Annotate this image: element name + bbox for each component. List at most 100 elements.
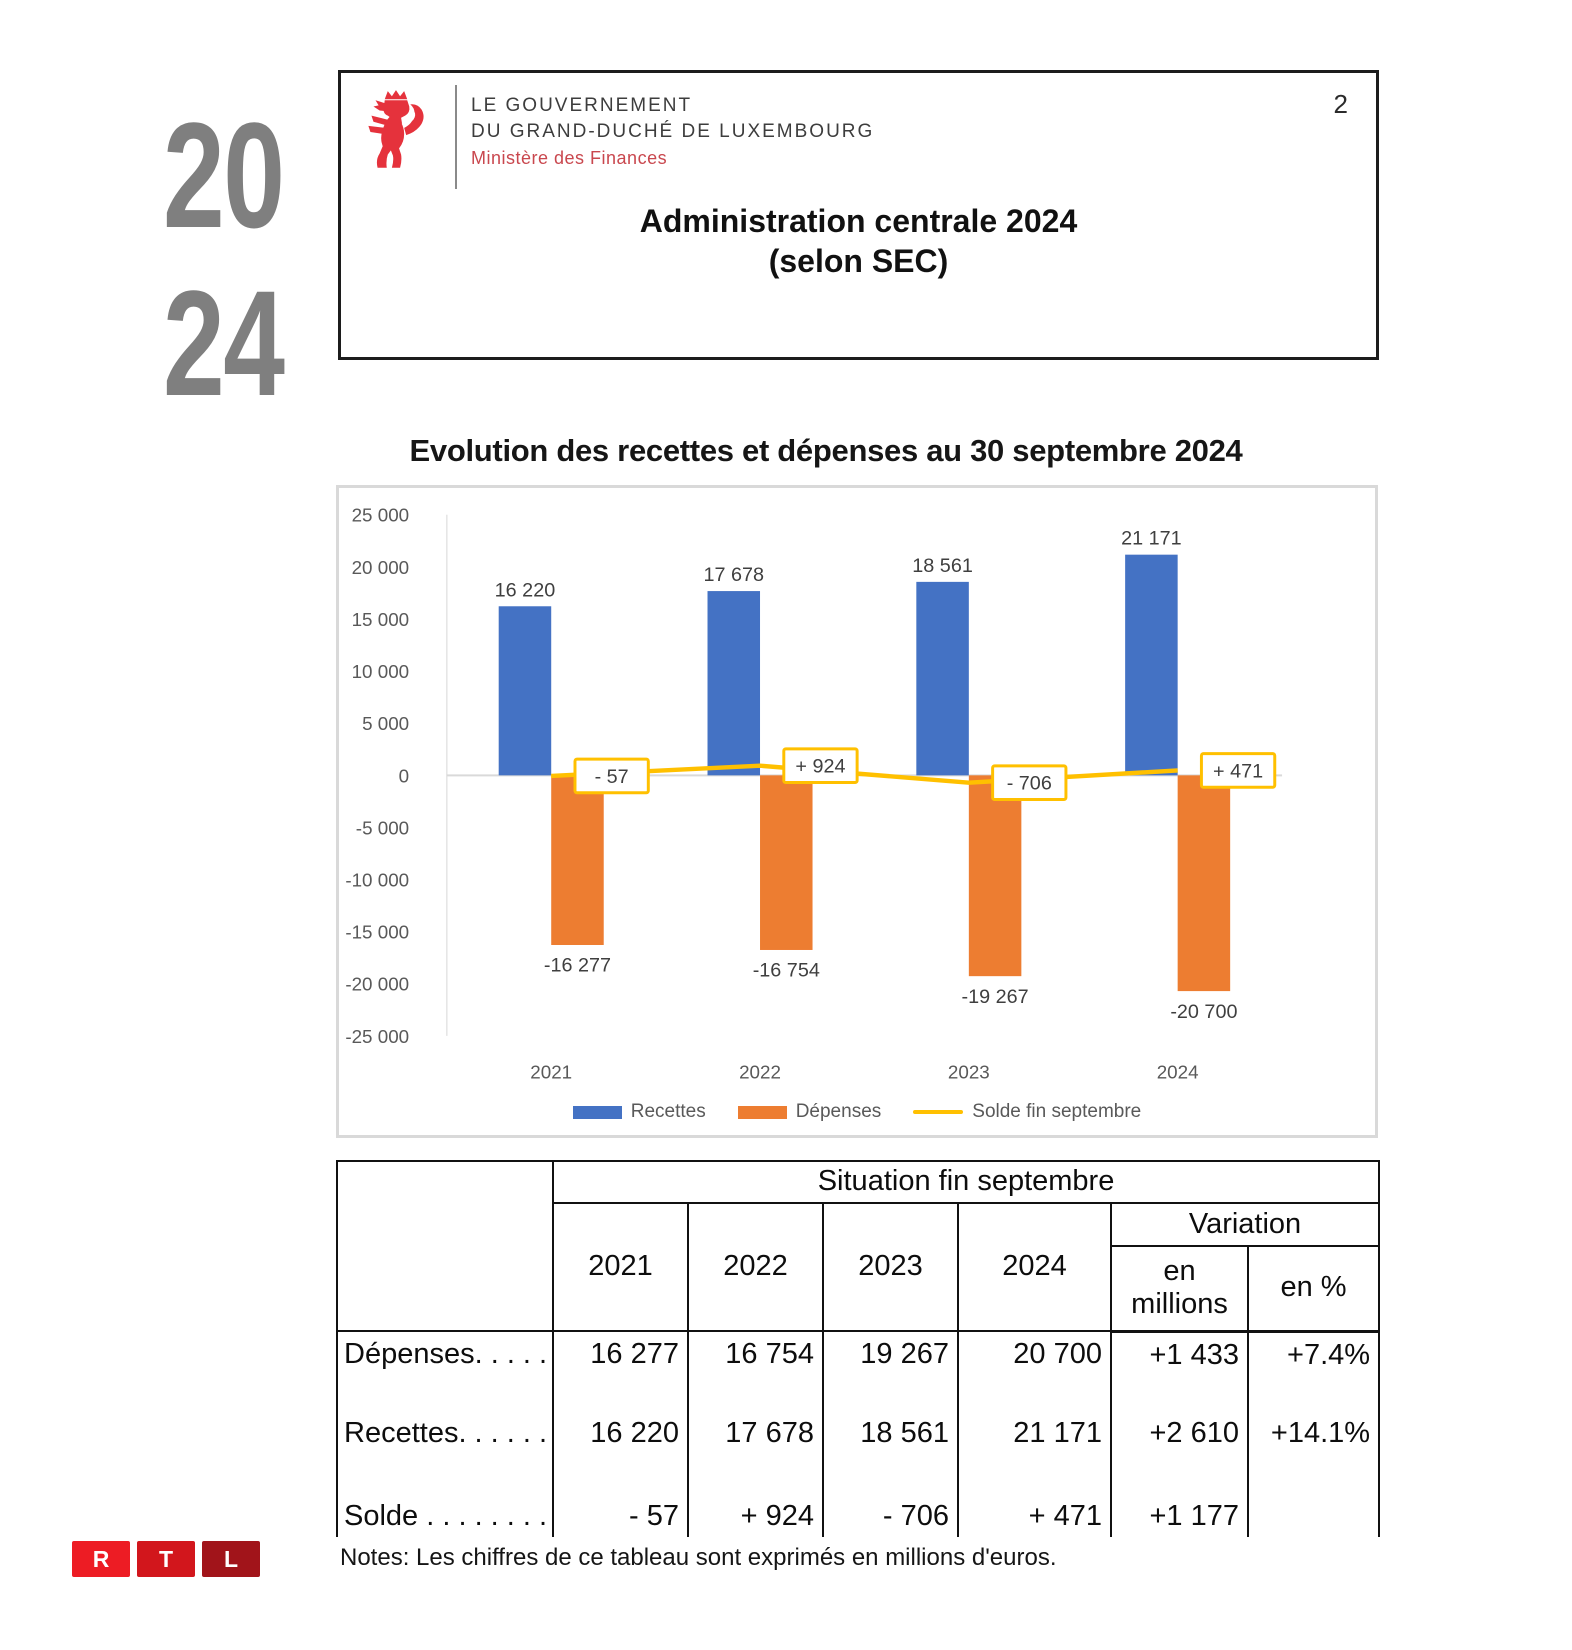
table-cell: - 706 [822,1467,959,1537]
y-axis-label: 10 000 [352,661,410,682]
legend-item: Recettes [572,1101,706,1123]
solde-value-label: + 924 [795,756,845,778]
luxembourg-lion-icon [351,89,443,175]
header-box: LE GOUVERNEMENT DU GRAND-DUCHÉ DE LUXEMB… [338,70,1379,360]
solde-value-box [782,747,859,785]
y-axis-label: -5 000 [356,817,409,838]
table-row-label: Dépenses. . . . . [336,1331,554,1399]
legend-swatch-icon [572,1105,622,1119]
solde-value-label: - 57 [595,766,629,788]
table-col-en-millions: en millions [1110,1244,1249,1333]
bar-label-depenses: -19 267 [962,986,1029,1008]
table-year-header-2022: 2022 [687,1202,824,1332]
solde-value-label: + 471 [1213,760,1263,782]
bar-recettes [707,591,761,776]
legend-label: Recettes [630,1101,706,1122]
situation-table: Situation fin septembre 2021 2022 2023 2… [336,1160,1381,1537]
table-row-label: Recettes. . . . . . [336,1399,554,1467]
chart-legend: Recettes Dépenses Solde fin septembre [339,1101,1375,1123]
solde-value-box [991,764,1068,802]
table-cell: - 57 [552,1467,689,1537]
y-axis-label: 5 000 [362,713,409,734]
bar-label-depenses: -16 754 [753,960,820,982]
table-cell: 16 277 [552,1331,689,1399]
logo-divider [455,85,457,189]
doc-title-line2: (selon SEC) [768,243,949,279]
doc-title: Administration centrale 2024 (selon SEC) [341,201,1376,281]
table-variation-header: Variation [1109,1202,1381,1247]
table-cell: 19 267 [822,1331,959,1399]
solde-value-label: - 706 [1007,773,1052,795]
legend-label: Solde fin septembre [972,1101,1142,1122]
legend-swatch-icon [913,1110,964,1114]
legend-label: Dépenses [795,1101,882,1122]
bar-label-recettes: 16 220 [495,579,556,601]
y-axis-label: -10 000 [345,870,409,891]
table-cell [1246,1467,1381,1537]
chart-container: 25 000 20 000 15 000 10 000 5 000 0 -5 000 -10 … [336,485,1378,1138]
table-row-label: Solde . . . . . . . . . [336,1467,554,1537]
table-cell: +1 177 [1110,1467,1249,1537]
table-cell: 18 561 [822,1399,959,1467]
x-axis-label: 2023 [948,1062,990,1083]
table-cell: 17 678 [687,1399,824,1467]
bar-depenses [1177,775,1231,992]
x-axis-label: 2024 [1157,1062,1199,1083]
legend-swatch-icon [737,1105,787,1119]
table-year-header-2024: 2024 [957,1202,1112,1332]
bar-label-recettes: 18 561 [912,555,973,577]
x-axis-label: 2021 [530,1062,572,1083]
bar-recettes [1125,554,1178,776]
bar-label-depenses: -16 277 [544,955,611,977]
solde-value-box [573,757,650,795]
table-cell: +7.4% [1246,1331,1381,1399]
table-row: Dépenses. . . . . 16 277 16 754 19 267 20 70… [336,1331,1381,1399]
rtl-block-l: L [202,1541,260,1577]
table-notes: Notes: Les chiffres de ce tableau sont e… [340,1544,1057,1571]
gov-line-1: LE GOUVERNEMENT [471,95,693,116]
y-axis-label: -20 000 [345,974,409,995]
government-wordmark: LE GOUVERNEMENT DU GRAND-DUCHÉ DE LUXEMB… [471,93,874,171]
table-corner-cell [336,1160,554,1332]
table-year-header-2023: 2023 [822,1202,959,1332]
solde-value-box [1199,752,1277,789]
solde-line [551,763,1178,785]
year-badge-bottom: 24 [163,259,285,427]
y-axis-label: 25 000 [352,505,410,526]
table-cell: 21 171 [957,1399,1112,1467]
bar-depenses [760,775,813,950]
page-number: 2 [1333,89,1348,119]
bar-label-depenses: -20 700 [1170,1001,1237,1023]
bar-depenses [968,775,1022,977]
table-cell: +1 433 [1110,1331,1249,1399]
bar-recettes [498,606,552,776]
rtl-block-t: T [137,1541,195,1577]
y-axis-label: -25 000 [345,1026,409,1047]
table-year-header-2021: 2021 [552,1202,689,1332]
y-axis-label: 15 000 [352,609,410,630]
table-row: Recettes. . . . . . 16 220 17 678 18 561 21 … [336,1399,1381,1467]
y-axis-label: 20 000 [352,557,410,578]
year-badge-top: 20 [163,91,285,259]
table-span-header: Situation fin septembre [551,1160,1381,1204]
bar-label-recettes: 21 171 [1121,528,1182,550]
table-cell: 16 220 [552,1399,689,1467]
x-axis-label: 2022 [739,1062,781,1083]
table-cell: +14.1% [1246,1399,1381,1467]
table-row: Solde . . . . . . . . .- 57 + 924- 706 + 4… [336,1467,1381,1537]
y-axis-label: 0 [399,765,409,786]
doc-title-line1: Administration centrale 2024 [639,203,1078,239]
ministry-label: Ministère des Finances [471,148,668,168]
chart-svg: 25 000 20 000 15 000 10 000 5 000 0 -5 000 -10 … [345,505,1283,1083]
rtl-block-r: R [72,1541,130,1577]
table-cell: +2 610 [1110,1399,1249,1467]
table-cell: 20 700 [957,1331,1112,1399]
chart-title: Evolution des recettes et dépenses au 30… [409,433,1243,468]
table-col-en-pct: en % [1246,1244,1381,1333]
table-cell: 16 754 [687,1331,824,1399]
bar-depenses [551,775,604,945]
table-cell: + 924 [687,1467,824,1537]
y-axis-label: -15 000 [345,922,409,943]
